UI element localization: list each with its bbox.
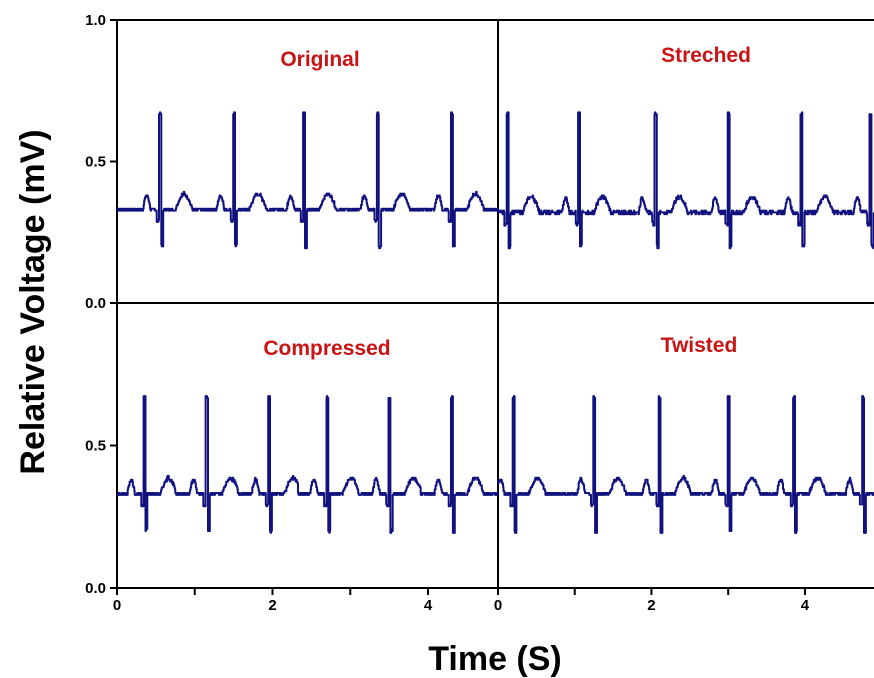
ecg-traces bbox=[116, 111, 874, 534]
x-tick-label: 4 bbox=[801, 597, 810, 614]
y-tick-label: 1.0 bbox=[85, 12, 106, 29]
x-tick-label: 2 bbox=[268, 597, 276, 614]
panel-label-original: Original bbox=[280, 48, 359, 71]
ecg-trace-streched bbox=[497, 111, 874, 250]
x-tick-label: 0 bbox=[494, 597, 502, 614]
ecg-trace-twisted bbox=[497, 395, 874, 534]
plot-frames bbox=[116, 19, 874, 589]
axis-ticks: 0.5 1.0 0.0 0.0 0.5 0 2 4 0 2 4 bbox=[85, 12, 810, 614]
x-tick-label: 0 bbox=[113, 597, 121, 614]
y-tick-label: 0.0 bbox=[85, 295, 106, 312]
ecg-trace-compressed bbox=[116, 395, 499, 534]
panel-label-twisted: Twisted bbox=[661, 334, 738, 357]
x-tick-label: 2 bbox=[647, 597, 655, 614]
panel-label-streched: Streched bbox=[661, 44, 751, 67]
y-tick-label: 0.0 bbox=[85, 580, 106, 597]
ecg-trace-original bbox=[116, 111, 499, 250]
y-axis-title: Relative Voltage (mV) bbox=[14, 129, 52, 474]
panel-label-compressed: Compressed bbox=[263, 337, 390, 360]
y-tick-label: 0.5 bbox=[85, 154, 106, 171]
x-axis-title: Time (S) bbox=[428, 640, 562, 678]
x-tick-label: 4 bbox=[424, 597, 433, 614]
panel-labels: Original Streched Compressed Twisted bbox=[263, 44, 751, 360]
y-tick-label: 0.5 bbox=[85, 438, 106, 455]
